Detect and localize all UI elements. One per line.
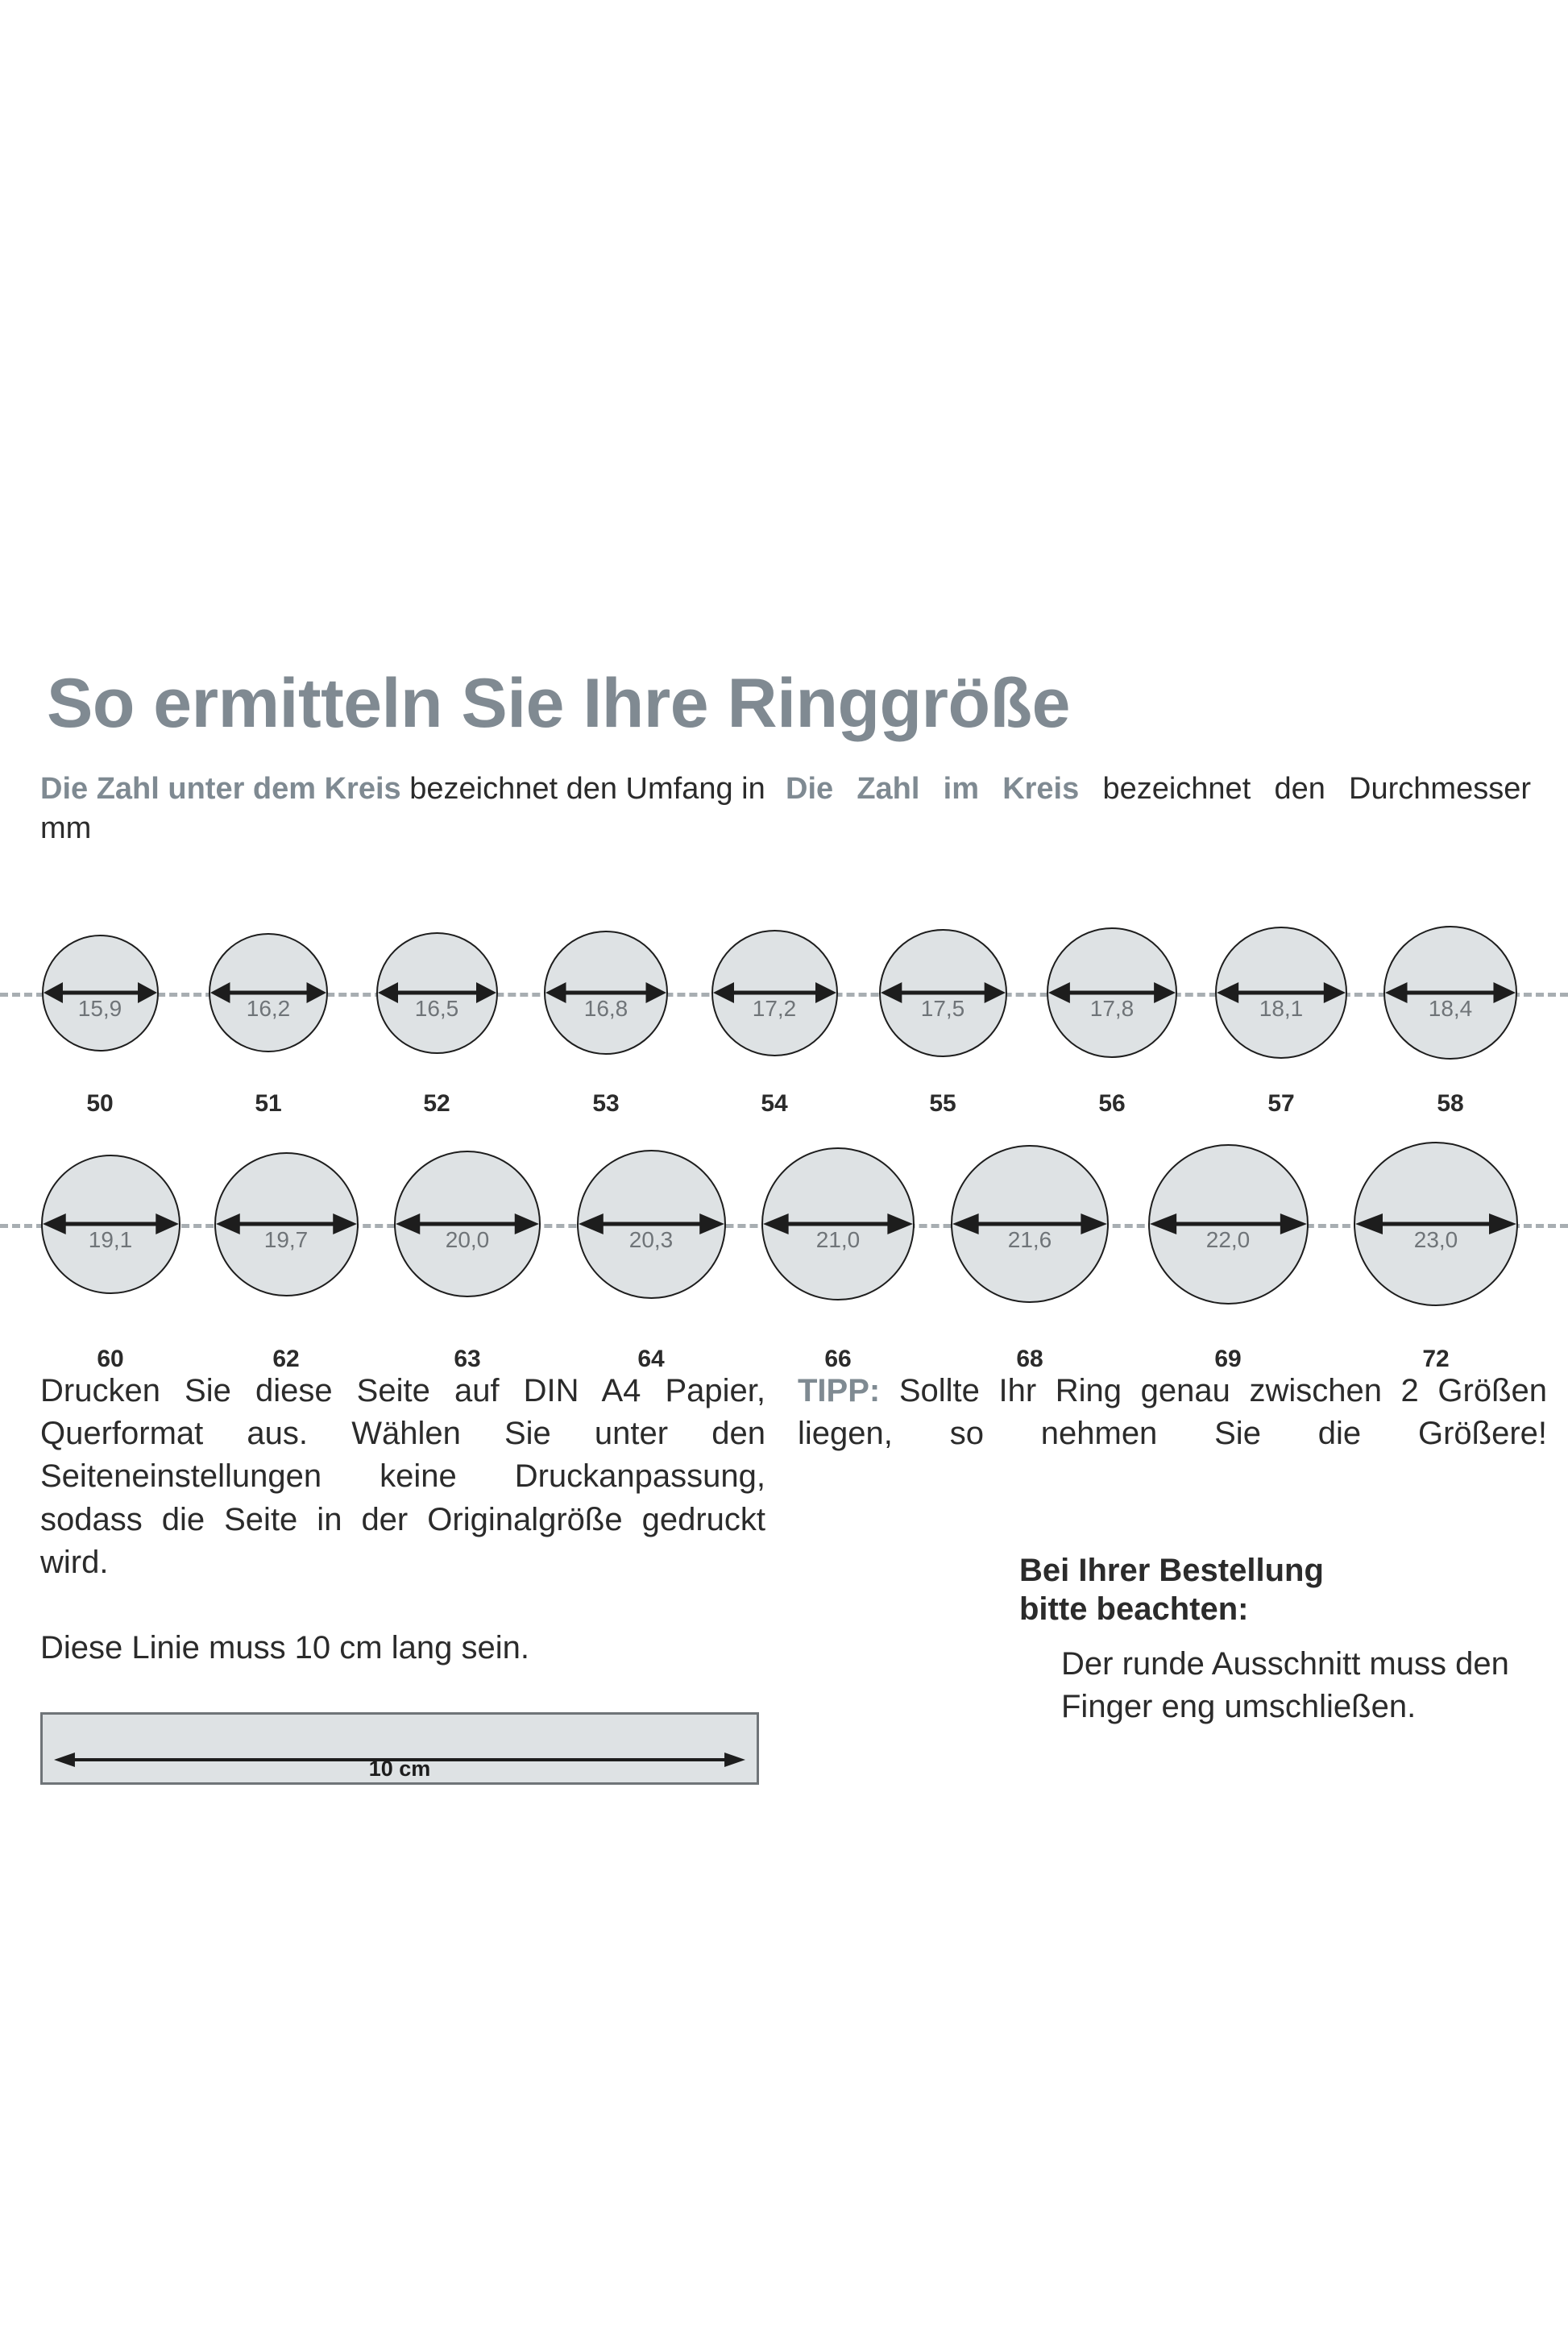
ring-diameter-label: 20,0 — [445, 1227, 490, 1252]
order-note-body: Der runde Ausschnitt muss den Finger eng… — [1061, 1646, 1509, 1725]
ring-size-label: 64 — [637, 1346, 665, 1372]
ring-circle: 21,0 — [761, 1147, 915, 1300]
ring-size-label: 56 — [1098, 1090, 1126, 1117]
ring-size-label: 55 — [929, 1090, 956, 1117]
tip-text: Sollte Ihr Ring genau zwischen 2 Größen … — [798, 1373, 1547, 1452]
ring-diameter-label: 19,1 — [88, 1227, 133, 1252]
ring-size-label: 68 — [1016, 1346, 1043, 1372]
ring-row-lower: 19,1 60 19,7 62 20,0 63 20,3 64 21,0 66 21,6 68 22,0… — [0, 1128, 1568, 1371]
ring-diameter-label: 18,1 — [1259, 996, 1304, 1021]
ruler-arrow-icon — [54, 1750, 745, 1769]
page-title: So ermitteln Sie Ihre Ringgröße — [47, 664, 1070, 742]
ruler-label: 10 cm — [368, 1757, 431, 1781]
ring-circle: 16,8 — [544, 931, 668, 1055]
ring-diameter-label: 15,9 — [77, 996, 122, 1021]
ring-diameter-label: 20,3 — [628, 1227, 674, 1252]
ring-size-label: 50 — [86, 1090, 114, 1117]
ring-circle: 20,3 — [576, 1149, 726, 1299]
ring-diameter-label: 16,5 — [414, 996, 459, 1021]
ring-circle: 17,2 — [711, 929, 838, 1056]
ring-row-upper: 15,9 50 16,2 51 16,5 52 16,8 53 17,2 54 17,5 55 17,8… — [0, 926, 1568, 1120]
ring-size-label: 72 — [1422, 1346, 1450, 1372]
ring-circle: 22,0 — [1147, 1143, 1309, 1305]
ring-size-label: 62 — [272, 1346, 300, 1372]
ring-size-label: 66 — [824, 1346, 852, 1372]
ring-size-label: 53 — [592, 1090, 620, 1117]
subtitle-right-rest: bezeichnet den Durchmesser — [1079, 772, 1531, 806]
order-note-heading: Bei Ihrer Bestellung bitte beachten: — [1019, 1553, 1324, 1627]
ten-cm-calibration-box: 10 cm — [40, 1712, 759, 1785]
ring-circle: 21,6 — [951, 1145, 1109, 1303]
ring-circle: 23,0 — [1354, 1142, 1518, 1306]
line-note-text: Diese Linie muss 10 cm lang sein. — [40, 1630, 529, 1666]
ring-diameter-label: 18,4 — [1428, 996, 1473, 1021]
print-instructions-block: Drucken Sie diese Seite auf DIN A4 Papie… — [40, 1370, 765, 1670]
subtitle-right: Die Zahl im Kreis bezeichnet den Durchme… — [786, 769, 1531, 848]
subtitle-left-lead: Die Zahl unter dem Kreis — [40, 772, 401, 806]
order-note-block: Bei Ihrer Bestellung bitte beachten: Der … — [1019, 1551, 1535, 1728]
ring-diameter-label: 23,0 — [1413, 1227, 1458, 1252]
ring-diameter-label: 17,5 — [920, 996, 965, 1021]
subtitle-left-rest: bezeichnet den Umfang in mm — [40, 772, 765, 845]
ring-circle: 17,5 — [878, 928, 1007, 1057]
ring-size-label: 51 — [255, 1090, 282, 1117]
ring-circle: 20,0 — [394, 1151, 541, 1297]
ring-diameter-label: 19,7 — [263, 1227, 309, 1252]
ring-circle: 18,1 — [1215, 927, 1347, 1059]
tip-block: TIPP: Sollte Ihr Ring genau zwischen 2 G… — [798, 1370, 1547, 1499]
ring-circle: 15,9 — [41, 934, 159, 1052]
subtitle-right-lead: Die Zahl im Kreis — [786, 772, 1080, 806]
ring-size-label: 58 — [1437, 1090, 1464, 1117]
print-instructions-text: Drucken Sie diese Seite auf DIN A4 Papie… — [40, 1373, 765, 1580]
ring-circle: 16,5 — [375, 931, 498, 1054]
ring-size-label: 63 — [454, 1346, 481, 1372]
ring-size-label: 52 — [423, 1090, 450, 1117]
ring-size-label: 57 — [1267, 1090, 1295, 1117]
ring-diameter-label: 17,2 — [752, 996, 797, 1021]
ring-diameter-label: 21,6 — [1007, 1227, 1052, 1252]
subtitle-left: Die Zahl unter dem Kreis bezeichnet den … — [40, 769, 786, 848]
ring-circle: 18,4 — [1383, 926, 1517, 1060]
ring-circle: 16,2 — [209, 933, 328, 1052]
ring-diameter-label: 16,8 — [583, 996, 628, 1021]
ring-circle: 17,8 — [1047, 927, 1177, 1058]
ring-diameter-label: 21,0 — [815, 1227, 861, 1252]
ring-circle: 19,1 — [40, 1154, 180, 1294]
tip-lead-label: TIPP: — [798, 1373, 881, 1408]
ring-diameter-label: 22,0 — [1205, 1227, 1251, 1252]
ring-diameter-label: 16,2 — [246, 996, 291, 1021]
ring-circle: 19,7 — [214, 1151, 359, 1296]
ring-diameter-label: 17,8 — [1089, 996, 1135, 1021]
subtitle-row: Die Zahl unter dem Kreis bezeichnet den … — [40, 769, 1531, 848]
ring-size-label: 69 — [1214, 1346, 1242, 1372]
ring-size-label: 54 — [761, 1090, 788, 1117]
ring-size-label: 60 — [97, 1346, 124, 1372]
